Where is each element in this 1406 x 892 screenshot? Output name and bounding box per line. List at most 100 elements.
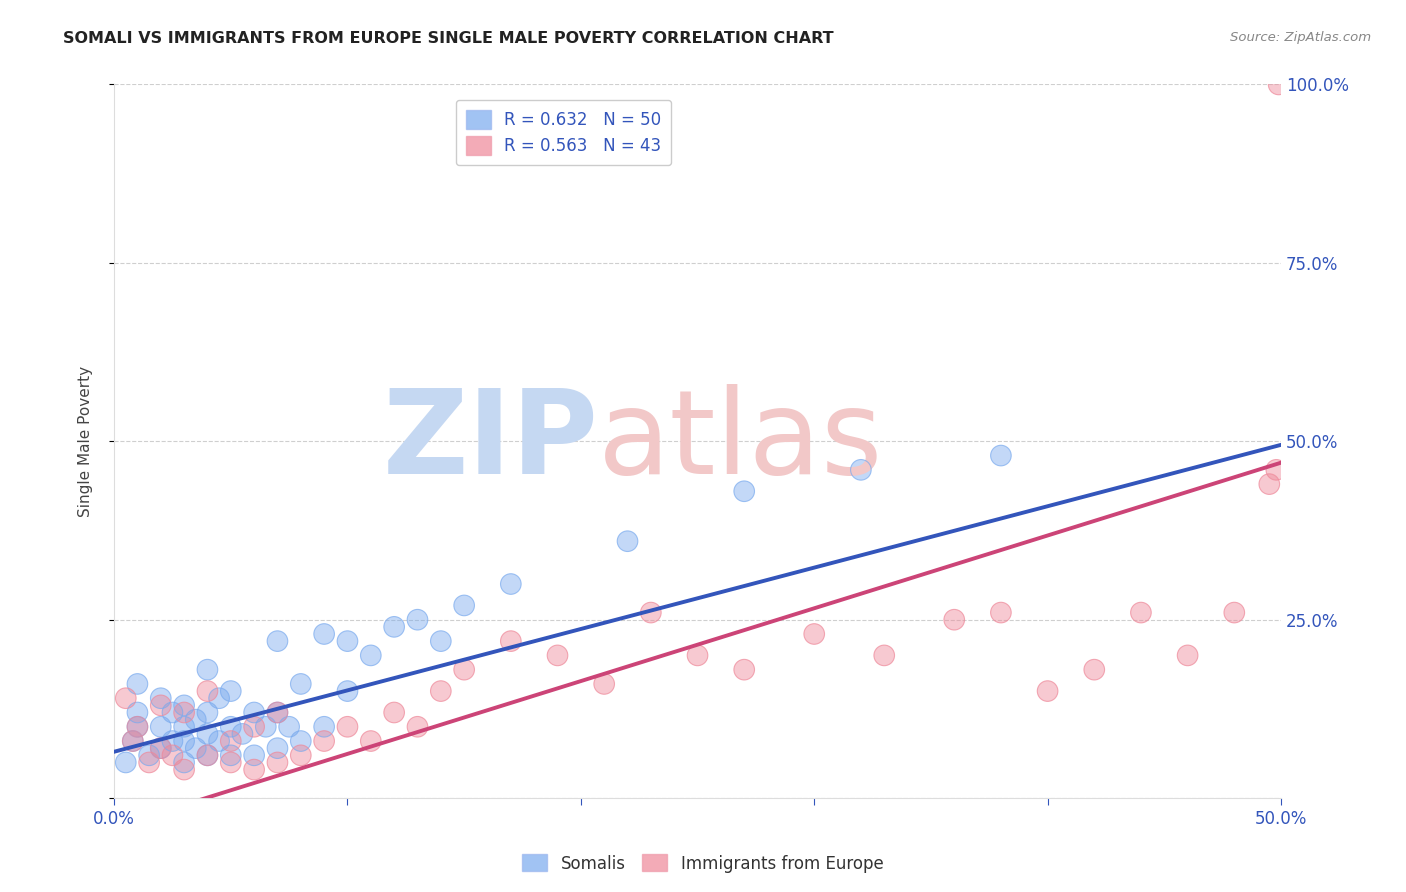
Point: [336, 684, 359, 698]
Point: [336, 634, 359, 648]
Point: [733, 663, 755, 677]
Point: [406, 613, 429, 627]
Point: [127, 677, 149, 691]
Point: [231, 727, 253, 741]
Point: [314, 627, 336, 641]
Point: [266, 634, 288, 648]
Point: [803, 627, 825, 641]
Point: [616, 534, 638, 549]
Point: [290, 748, 312, 763]
Point: [162, 748, 184, 763]
Point: [254, 720, 277, 734]
Point: [254, 720, 277, 734]
Point: [127, 706, 149, 720]
Point: [149, 691, 172, 706]
Point: [127, 706, 149, 720]
Point: [243, 748, 266, 763]
Point: [803, 627, 825, 641]
Point: [197, 706, 219, 720]
Point: [173, 706, 195, 720]
Text: SOMALI VS IMMIGRANTS FROM EUROPE SINGLE MALE POVERTY CORRELATION CHART: SOMALI VS IMMIGRANTS FROM EUROPE SINGLE …: [63, 31, 834, 46]
Point: [197, 706, 219, 720]
Point: [873, 648, 896, 663]
Point: [197, 727, 219, 741]
Point: [547, 648, 569, 663]
Point: [197, 684, 219, 698]
Point: [640, 606, 662, 620]
Point: [149, 698, 172, 713]
Y-axis label: Single Male Poverty: Single Male Poverty: [79, 366, 93, 516]
Point: [336, 720, 359, 734]
Point: [430, 684, 453, 698]
Point: [453, 599, 475, 613]
Point: [149, 698, 172, 713]
Point: [336, 720, 359, 734]
Point: [219, 756, 242, 770]
Point: [1177, 648, 1199, 663]
Point: [1223, 606, 1246, 620]
Point: [593, 677, 616, 691]
Point: [173, 720, 195, 734]
Point: [406, 720, 429, 734]
Point: [733, 484, 755, 499]
Point: [162, 748, 184, 763]
Point: [873, 648, 896, 663]
Point: [1265, 463, 1288, 477]
Point: [266, 634, 288, 648]
Point: [219, 720, 242, 734]
Point: [197, 748, 219, 763]
Point: [406, 613, 429, 627]
Point: [990, 449, 1012, 463]
Point: [499, 634, 522, 648]
Point: [266, 741, 288, 756]
Point: [290, 748, 312, 763]
Point: [266, 756, 288, 770]
Point: [1083, 663, 1105, 677]
Point: [1258, 477, 1281, 491]
Point: [266, 706, 288, 720]
Point: [266, 706, 288, 720]
Point: [149, 741, 172, 756]
Point: [127, 677, 149, 691]
Point: [173, 763, 195, 777]
Point: [430, 634, 453, 648]
Point: [121, 734, 143, 748]
Point: [149, 741, 172, 756]
Point: [219, 748, 242, 763]
Point: [1265, 463, 1288, 477]
Point: [943, 613, 966, 627]
Point: [149, 720, 172, 734]
Point: [990, 606, 1012, 620]
Point: [336, 634, 359, 648]
Point: [219, 748, 242, 763]
Point: [1223, 606, 1246, 620]
Point: [162, 706, 184, 720]
Point: [290, 677, 312, 691]
Point: [314, 734, 336, 748]
Point: [219, 734, 242, 748]
Point: [127, 720, 149, 734]
Point: [231, 727, 253, 741]
Point: [640, 606, 662, 620]
Point: [114, 756, 136, 770]
Point: [990, 449, 1012, 463]
Point: [114, 691, 136, 706]
Legend: R = 0.632   N = 50, R = 0.563   N = 43: R = 0.632 N = 50, R = 0.563 N = 43: [456, 100, 671, 165]
Point: [243, 706, 266, 720]
Point: [162, 734, 184, 748]
Point: [138, 756, 160, 770]
Point: [138, 756, 160, 770]
Point: [1267, 78, 1289, 92]
Point: [382, 620, 405, 634]
Text: Source: ZipAtlas.com: Source: ZipAtlas.com: [1230, 31, 1371, 45]
Point: [173, 706, 195, 720]
Point: [219, 684, 242, 698]
Point: [162, 734, 184, 748]
Point: [121, 734, 143, 748]
Point: [266, 706, 288, 720]
Point: [686, 648, 709, 663]
Point: [138, 748, 160, 763]
Point: [173, 763, 195, 777]
Point: [360, 734, 382, 748]
Point: [278, 720, 301, 734]
